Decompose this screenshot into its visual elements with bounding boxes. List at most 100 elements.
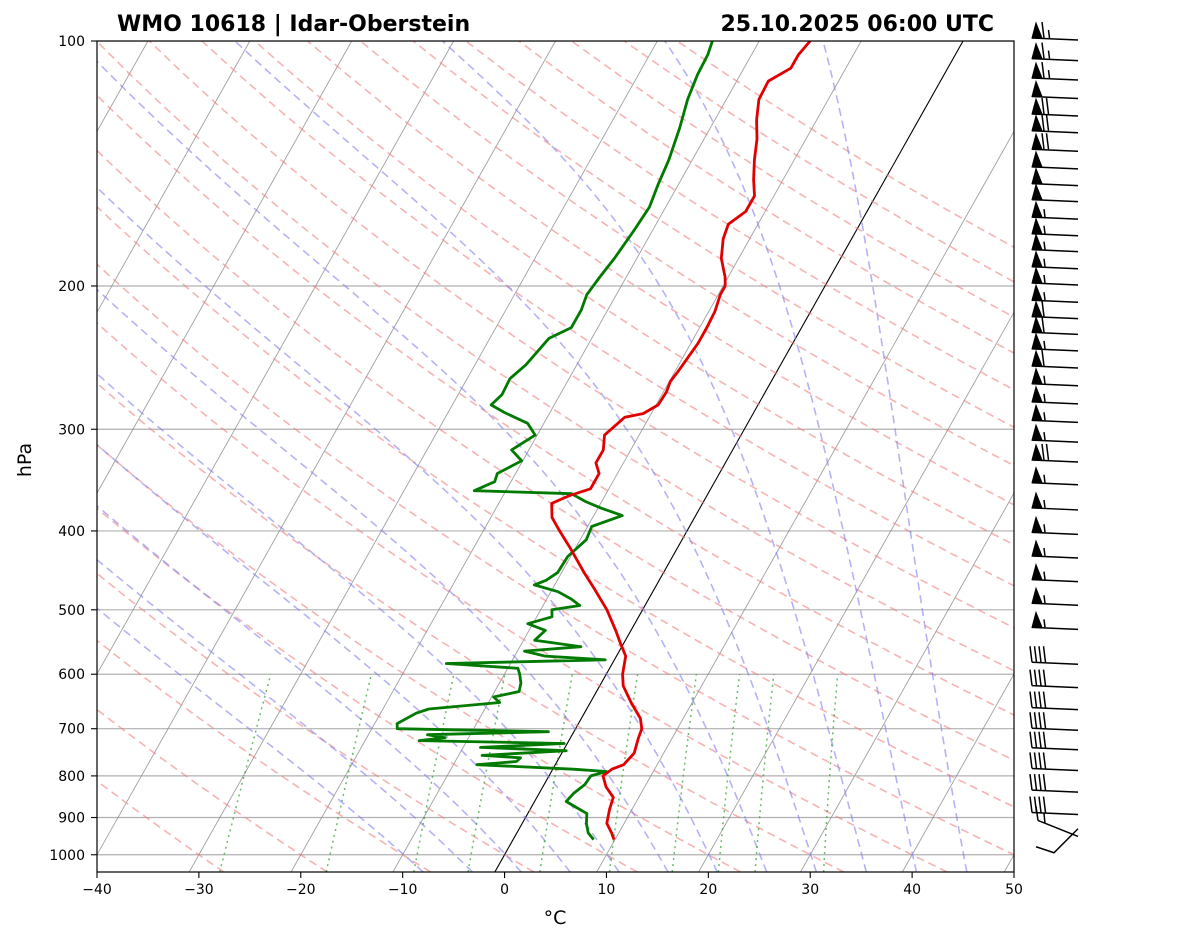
wind-barb	[1031, 97, 1079, 117]
wind-barb	[1031, 300, 1079, 320]
dry-adiabat	[97, 639, 432, 872]
moist-adiabat	[97, 443, 571, 872]
wind-barb	[1029, 646, 1079, 666]
moist-adiabat	[97, 607, 424, 872]
moist-adiabat	[664, 41, 918, 872]
dry-adiabat	[97, 507, 638, 872]
isotherm-line	[97, 41, 251, 314]
wind-barb	[1029, 752, 1079, 772]
dry-adiabat	[97, 443, 741, 872]
wind-barb	[1031, 250, 1079, 270]
dry-adiabat	[412, 41, 1014, 429]
dewpoint-profile	[395, 41, 714, 841]
dry-adiabat	[254, 41, 1014, 546]
x-tick-label: 10	[598, 882, 616, 898]
moist-adiabat	[822, 41, 968, 872]
isotherm-line	[290, 41, 760, 872]
wind-barb	[1031, 233, 1079, 253]
wind-barb	[1029, 731, 1079, 751]
x-tick-label: 0	[500, 882, 509, 898]
dry-adiabat	[97, 382, 845, 872]
dry-adiabat	[97, 149, 1014, 762]
x-tick-label: −40	[82, 882, 112, 898]
wind-barb	[1031, 61, 1079, 81]
wind-barb	[1031, 183, 1079, 203]
y-tick-label: 700	[58, 722, 85, 738]
y-tick-label: 1000	[49, 848, 85, 864]
y-tick-label: 400	[58, 524, 85, 540]
mixing-ratio-line	[754, 674, 775, 872]
wind-barb	[1031, 563, 1079, 583]
wind-barb	[1029, 691, 1079, 711]
x-tick-label: −10	[388, 882, 418, 898]
x-tick-label: 50	[1005, 882, 1023, 898]
wind-barb	[1031, 167, 1079, 187]
y-tick-label: 800	[58, 769, 85, 785]
wind-barb	[1031, 42, 1079, 62]
wind-barb	[1031, 200, 1079, 220]
wind-barb	[1031, 217, 1079, 237]
dry-adiabat	[97, 322, 948, 872]
chart-title-station: WMO 10618 | Idar-Oberstein	[117, 12, 470, 37]
y-axis-label: hPa	[14, 443, 36, 477]
wind-barb	[1031, 586, 1079, 606]
wind-barb	[1031, 443, 1079, 463]
dry-adiabat	[97, 205, 1014, 808]
moist-adiabat	[97, 288, 669, 872]
wind-barb	[1031, 466, 1079, 486]
isotherm-line	[97, 41, 455, 675]
wind-barb	[1029, 669, 1079, 689]
axes-layer: −40 −30 −20 −10 0 10 20 30 40 50 100 200 300 400 500 60…	[49, 34, 1023, 898]
wind-barb	[1031, 283, 1079, 303]
chart-title-datetime: 25.10.2025 06:00 UTC	[720, 12, 994, 37]
temperature-profile	[550, 41, 812, 841]
wind-barb	[1031, 423, 1079, 443]
x-tick-label: −30	[184, 882, 214, 898]
wind-barb	[1031, 79, 1079, 100]
wind-barb	[1031, 266, 1079, 286]
x-tick-label: −20	[286, 882, 316, 898]
wind-barb	[1031, 315, 1079, 336]
wind-barb	[1031, 403, 1079, 424]
x-axis-label: °C	[544, 907, 567, 929]
mixing-ratio-line	[671, 674, 698, 872]
dry-adiabat	[97, 263, 1014, 856]
isotherm-line	[902, 673, 1014, 872]
wind-barb	[1031, 491, 1079, 511]
isotherm-line	[97, 41, 353, 495]
wind-barb	[1031, 150, 1079, 170]
mixing-ratio-line	[717, 674, 741, 872]
mixing-ratio-line	[608, 674, 639, 872]
isotherm-line	[800, 492, 1014, 872]
wind-barb	[1031, 385, 1079, 405]
x-tick-label: 30	[801, 882, 819, 898]
wind-barb	[1031, 349, 1079, 369]
wind-barb	[1031, 332, 1079, 352]
isotherm-line	[97, 41, 556, 856]
profile-layer	[395, 41, 812, 841]
wind-barb	[1031, 367, 1079, 387]
y-tick-label: 300	[58, 422, 85, 438]
moist-adiabat	[234, 41, 818, 872]
y-tick-label: 500	[58, 603, 85, 619]
isotherm-line	[596, 130, 1014, 872]
y-tick-label: 600	[58, 667, 85, 683]
dry-adiabat	[359, 41, 1014, 467]
isotherm-line	[188, 41, 658, 872]
wind-barb	[1031, 515, 1079, 536]
moist-adiabat	[97, 504, 522, 872]
x-tick-label: 40	[903, 882, 921, 898]
wind-barb	[1031, 21, 1079, 41]
wind-barb	[1031, 610, 1079, 631]
y-tick-label: 200	[58, 279, 85, 295]
moist-adiabat	[97, 372, 620, 872]
dry-adiabat	[97, 708, 328, 872]
moist-adiabat	[97, 558, 473, 872]
wind-barb-column	[1029, 21, 1079, 854]
wind-barb	[1031, 114, 1079, 134]
y-tick-label: 100	[58, 34, 85, 50]
zero-isotherm	[494, 41, 964, 872]
wind-barb	[1035, 806, 1079, 838]
